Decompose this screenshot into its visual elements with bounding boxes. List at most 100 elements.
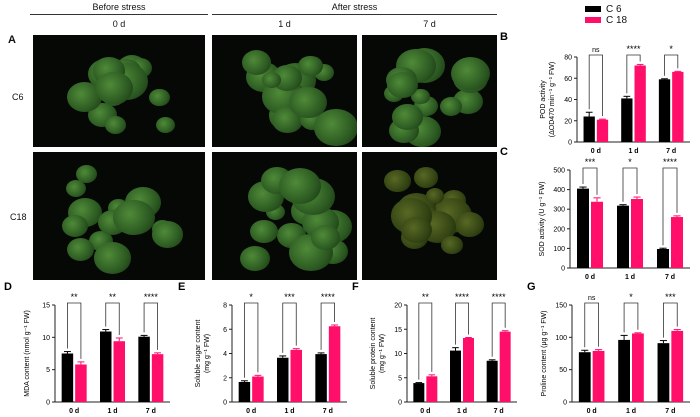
x-tick-label: 0 d xyxy=(246,408,256,415)
leaf xyxy=(152,221,184,248)
significance-bracket xyxy=(105,302,120,335)
significance-label: **** xyxy=(321,292,336,302)
bar-c6 xyxy=(578,352,591,402)
leaf xyxy=(392,103,423,130)
significance-bracket xyxy=(588,54,603,117)
x-tick-label: 7 d xyxy=(665,274,675,281)
bar-c6 xyxy=(61,353,74,402)
significance-label: ** xyxy=(71,292,79,302)
leaf xyxy=(413,167,438,188)
y-axis-label: Proline content (μg g⁻¹ FW) xyxy=(541,311,548,397)
significance-label: * xyxy=(628,157,632,167)
row-label-c18: C18 xyxy=(10,212,27,222)
leaf xyxy=(240,245,270,271)
y-tick-label: 500 xyxy=(553,168,565,175)
y-tick-label: 0 xyxy=(46,400,50,407)
x-tick-label: 1 d xyxy=(457,408,467,415)
panel-label: C xyxy=(500,146,508,158)
y-tick-label: 4 xyxy=(223,351,227,358)
row-label-c6: C6 xyxy=(12,92,24,102)
panel-label: E xyxy=(178,281,185,293)
y-tick-label: 0 xyxy=(568,140,572,147)
significance-label: ns xyxy=(592,47,600,54)
bar-c18 xyxy=(113,341,125,402)
y-axis-label: (mg g⁻¹ FW) xyxy=(204,334,211,373)
bar-c18 xyxy=(252,376,264,402)
panel-label: G xyxy=(527,281,536,293)
significance-bracket xyxy=(282,302,297,353)
leaf xyxy=(104,115,126,134)
bar-c6 xyxy=(238,381,251,402)
x-tick-label: 7 d xyxy=(146,408,156,415)
x-tick-label: 1 d xyxy=(284,408,294,415)
significance-label: **** xyxy=(663,157,678,167)
significance-bracket xyxy=(67,302,82,359)
significance-bracket xyxy=(623,302,639,333)
leaf xyxy=(441,235,463,254)
leaf xyxy=(65,180,86,198)
y-tick-label: 40 xyxy=(564,97,572,104)
significance-bracket xyxy=(626,54,641,94)
y-tick-label: 6 xyxy=(223,327,227,334)
significance-label: * xyxy=(629,292,633,302)
bar-c6 xyxy=(658,79,671,142)
leaf xyxy=(149,89,170,107)
panel-label: B xyxy=(500,31,508,43)
bar-c18 xyxy=(75,364,87,402)
x-tick-label: 7 d xyxy=(494,408,504,415)
leaf xyxy=(249,219,278,244)
x-tick-label: 0 d xyxy=(591,148,601,155)
leaf xyxy=(450,56,491,91)
x-tick-label: 7 d xyxy=(323,408,333,415)
y-tick-label: 20 xyxy=(564,118,572,125)
bar-c18 xyxy=(671,330,684,402)
significance-label: * xyxy=(249,292,253,302)
y-tick-label: 200 xyxy=(553,226,565,233)
bar-c6 xyxy=(618,339,630,402)
y-tick-label: 100 xyxy=(555,335,567,342)
bar-c18 xyxy=(671,217,683,268)
x-tick-label: 0 d xyxy=(420,408,430,415)
x-tick-label: 0 d xyxy=(585,274,595,281)
divider xyxy=(30,14,208,15)
x-tick-label: 0 d xyxy=(69,408,79,415)
y-tick-label: 15 xyxy=(42,303,50,310)
bar-c18 xyxy=(426,376,438,402)
divider xyxy=(212,14,497,15)
y-tick-label: 15 xyxy=(394,327,402,334)
leaf xyxy=(425,188,445,204)
before-stress-header: Before stress xyxy=(92,2,146,12)
significance-label: ** xyxy=(422,292,430,302)
x-tick-label: 1 d xyxy=(626,408,636,415)
y-axis-label: SOD activity (U g⁻¹ FW) xyxy=(539,182,546,257)
leaf xyxy=(454,212,484,237)
y-tick-label: 5 xyxy=(398,375,402,382)
leaf xyxy=(298,55,323,77)
x-tick-label: 7 d xyxy=(665,408,675,415)
bar-c18 xyxy=(672,71,684,142)
leaf xyxy=(314,108,357,146)
significance-bracket xyxy=(143,302,158,350)
bar-c18 xyxy=(463,337,474,402)
significance-label: **** xyxy=(455,292,470,302)
bar-c6 xyxy=(583,116,595,142)
legend-label: C 18 xyxy=(606,15,628,26)
bar-c6 xyxy=(100,331,112,402)
bar-c18 xyxy=(151,354,164,402)
leaf xyxy=(113,199,155,236)
bar-c18 xyxy=(596,119,609,142)
y-tick-label: 100 xyxy=(553,246,565,253)
significance-bracket xyxy=(244,302,259,378)
bar-c18 xyxy=(591,201,603,268)
bar-c18 xyxy=(631,199,643,268)
bar-c6 xyxy=(577,188,589,268)
y-tick-label: 10 xyxy=(42,335,50,342)
significance-bracket xyxy=(584,302,599,348)
significance-bracket xyxy=(582,167,598,195)
bar-c6 xyxy=(657,248,669,268)
bar-c6 xyxy=(617,205,629,268)
